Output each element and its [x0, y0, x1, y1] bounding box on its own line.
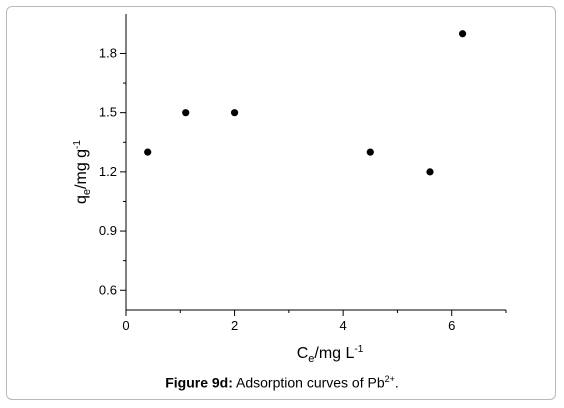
y-tick-label: 1.8	[99, 45, 117, 60]
data-points	[144, 30, 467, 176]
data-point	[366, 148, 374, 156]
caption-superscript: 2+	[384, 374, 395, 384]
axes: 0 2 4 6 0.6 0.9 1.2 1.5 1.8	[99, 14, 507, 333]
data-point	[458, 30, 467, 38]
y-tick-label: 0.6	[99, 282, 117, 297]
data-point	[182, 109, 190, 117]
data-point	[230, 109, 239, 117]
y-tick-label: 1.2	[99, 164, 117, 179]
caption-label: Figure 9d:	[165, 374, 233, 391]
caption-end: .	[394, 374, 399, 391]
x-tick-label: 6	[448, 318, 455, 333]
y-axis-title: qe/mg g-1	[72, 140, 93, 204]
x-tick-label: 4	[340, 318, 347, 333]
figure-caption: Figure 9d: Adsorption curves of Pb2+.	[0, 374, 564, 391]
data-point	[426, 168, 434, 176]
data-point	[144, 148, 152, 156]
scatter-chart: 0 2 4 6 0.6 0.9 1.2 1.5 1.8 Ce/mg L-1 qe/mg g-1	[72, 14, 507, 365]
figure-frame	[6, 6, 556, 400]
y-tick-label: 0.9	[99, 223, 117, 238]
x-axis-title: Ce/mg L-1	[297, 344, 364, 365]
x-tick-label: 0	[122, 318, 129, 333]
caption-text: Adsorption curves of Pb	[232, 374, 385, 391]
x-tick-label: 2	[231, 318, 238, 333]
y-tick-label: 1.5	[99, 105, 117, 120]
